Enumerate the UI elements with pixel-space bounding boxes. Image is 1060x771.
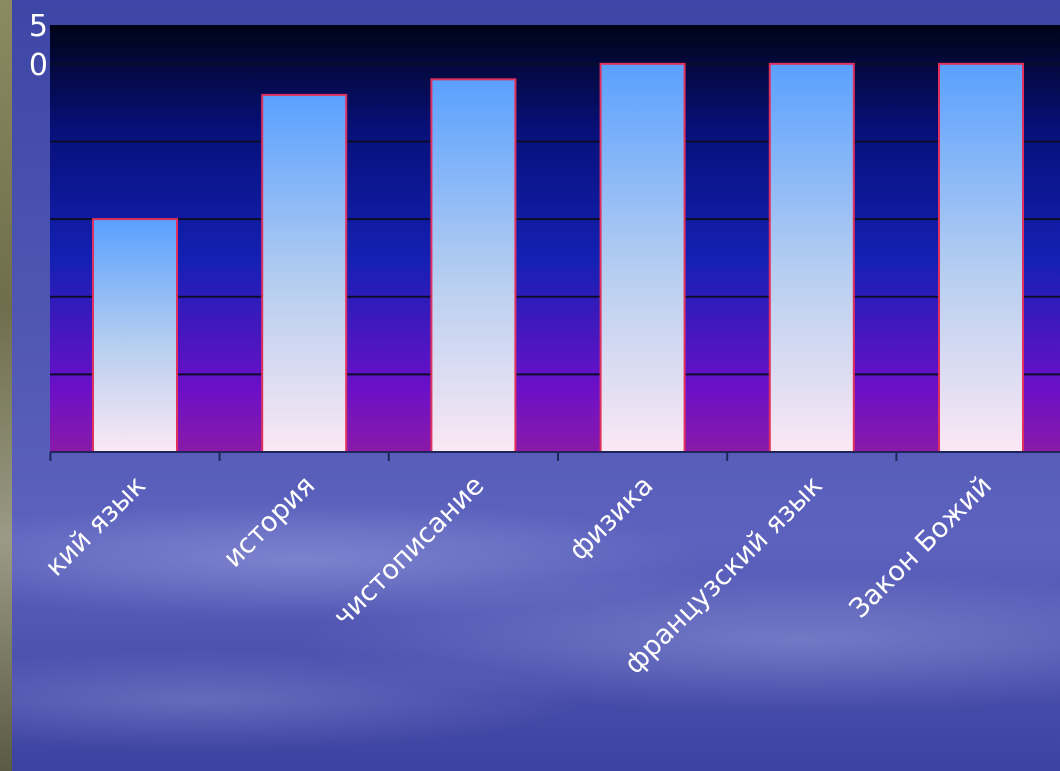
left-edge-photo-strip: [0, 0, 12, 771]
bar: [938, 62, 1024, 454]
y-tick-label: 5: [29, 9, 48, 44]
bar: [92, 218, 178, 453]
x-category-label: Закон Божий: [844, 470, 998, 624]
bars: [92, 62, 1024, 454]
x-category-label: физика: [563, 470, 659, 566]
gridlines: [50, 62, 1060, 376]
plot-area: [50, 25, 1060, 452]
x-category-label: французский язык: [619, 470, 829, 680]
bar: [261, 93, 348, 453]
x-axis-category-labels: кий язык история чистописание физикафранцуз…: [39, 470, 998, 680]
x-category-label: чистописание: [328, 470, 491, 633]
bar: [430, 78, 517, 453]
bar: [599, 62, 686, 454]
y-axis-tick-labels: 50: [29, 9, 48, 83]
x-axis-ticks: [49, 452, 898, 461]
bar: [768, 62, 855, 454]
x-category-label: кий язык: [39, 470, 152, 583]
x-category-label: история: [218, 470, 322, 574]
y-tick-label: 0: [29, 48, 48, 83]
